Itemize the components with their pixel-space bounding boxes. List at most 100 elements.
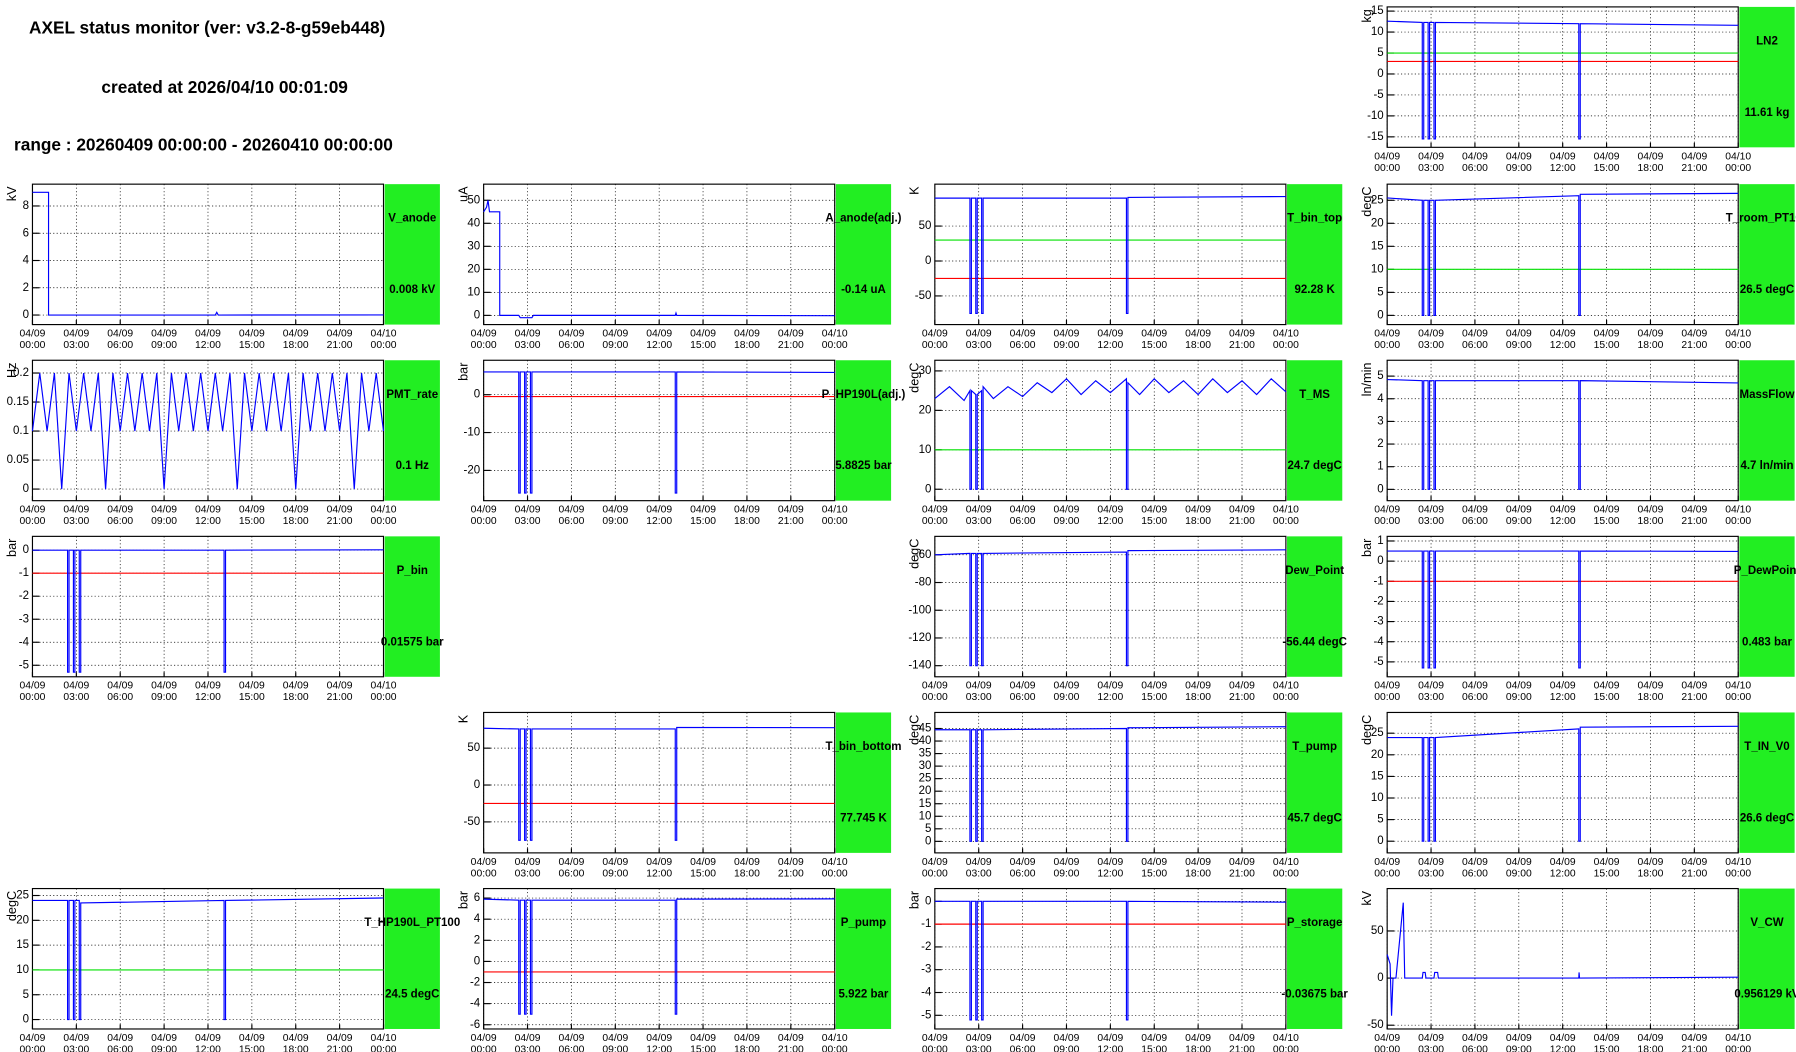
status-name: MassFlow (1740, 389, 1795, 401)
x-tick-label: 04/09 (1681, 1033, 1707, 1044)
x-tick-label: 09:00 (1506, 516, 1532, 527)
x-tick-label: 04/09 (966, 329, 992, 340)
y-tick-label: -5 (1373, 89, 1383, 101)
x-tick-label: 04/09 (283, 505, 309, 516)
x-tick-label: 03:00 (966, 1044, 992, 1052)
data-line (32, 897, 384, 1021)
status-readout: 0.483 bar (1742, 636, 1792, 648)
x-tick-label: 00:00 (922, 1044, 948, 1052)
y-tick-label: 15 (16, 939, 29, 951)
x-tick-label: 06:00 (558, 516, 584, 527)
x-tick-label: 04/09 (515, 329, 541, 340)
x-tick-label: 12:00 (1550, 340, 1576, 351)
x-tick-label: 06:00 (107, 516, 133, 527)
y-axis-label: kg (1360, 9, 1374, 22)
y-tick-label: 0 (1377, 309, 1383, 321)
x-tick-label: 00:00 (822, 1044, 848, 1052)
x-tick-label: 18:00 (734, 340, 760, 351)
panel: 04/0900:0004/0903:0004/0906:0004/0909:00… (456, 711, 901, 879)
panel: 04/0900:0004/0903:0004/0906:0004/0909:00… (908, 711, 1343, 879)
x-tick-label: 04/09 (515, 505, 541, 516)
x-tick-label: 00:00 (1273, 692, 1299, 703)
x-tick-label: 15:00 (239, 340, 265, 351)
x-tick-label: 00:00 (20, 516, 46, 527)
x-tick-label: 04/09 (922, 681, 948, 692)
y-tick-label: 15 (919, 798, 932, 810)
x-tick-label: 12:00 (1550, 868, 1576, 879)
x-tick-label: 04/09 (1229, 857, 1255, 868)
x-tick-label: 04/09 (1594, 681, 1620, 692)
x-tick-label: 21:00 (327, 692, 353, 703)
x-tick-label: 04/10 (1725, 329, 1751, 340)
y-tick-label: 10 (919, 444, 932, 456)
x-tick-label: 04/09 (1054, 1033, 1080, 1044)
x-tick-label: 04/09 (558, 329, 584, 340)
x-tick-label: 04/09 (922, 329, 948, 340)
x-tick-label: 04/09 (1374, 681, 1400, 692)
panel: 04/0900:0004/0903:0004/0906:0004/0909:00… (1360, 711, 1795, 879)
y-tick-label: 0 (23, 309, 29, 321)
status-name: P_bin (397, 565, 428, 577)
x-tick-label: 09:00 (1506, 692, 1532, 703)
x-tick-label: 12:00 (195, 516, 221, 527)
y-tick-label: -5 (1373, 656, 1383, 668)
x-tick-label: 04/09 (646, 505, 672, 516)
status-box (1739, 712, 1795, 853)
x-tick-label: 00:00 (1374, 868, 1400, 879)
status-name: P_pump (841, 917, 886, 929)
status-readout: 0.01575 bar (381, 636, 444, 648)
x-tick-label: 04/09 (283, 329, 309, 340)
y-tick-label: 0 (474, 309, 480, 321)
x-tick-label: 04/09 (20, 329, 46, 340)
x-tick-label: 04/10 (822, 1033, 848, 1044)
x-tick-label: 15:00 (690, 868, 716, 879)
data-line (934, 900, 1286, 1021)
x-tick-label: 00:00 (1725, 163, 1751, 174)
x-tick-label: 04/09 (602, 857, 628, 868)
x-tick-label: 21:00 (1681, 340, 1707, 351)
y-tick-label: 10 (1371, 792, 1384, 804)
y-axis-label: degC (1360, 715, 1374, 745)
y-tick-label: -15 (1367, 131, 1384, 143)
x-tick-label: 04/09 (239, 505, 265, 516)
x-tick-label: 00:00 (20, 340, 46, 351)
x-tick-label: 03:00 (515, 868, 541, 879)
y-axis-label: degC (5, 891, 19, 921)
x-tick-label: 12:00 (195, 1044, 221, 1052)
x-tick-label: 09:00 (602, 340, 628, 351)
x-tick-label: 04/09 (1418, 505, 1444, 516)
y-tick-label: 40 (919, 735, 932, 747)
x-tick-label: 15:00 (1141, 1044, 1167, 1052)
x-tick-label: 21:00 (778, 868, 804, 879)
x-tick-label: 04/09 (1054, 681, 1080, 692)
status-name: P_HP190L(adj.) (822, 389, 906, 401)
status-name: A_anode(adj.) (825, 213, 901, 225)
x-tick-label: 18:00 (734, 516, 760, 527)
x-tick-label: 12:00 (1097, 516, 1123, 527)
x-tick-label: 03:00 (1418, 516, 1444, 527)
x-tick-label: 21:00 (1681, 692, 1707, 703)
x-tick-label: 06:00 (107, 340, 133, 351)
x-tick-label: 00:00 (1725, 1044, 1751, 1052)
y-tick-label: -140 (908, 660, 931, 672)
x-tick-label: 04/09 (107, 329, 133, 340)
x-tick-label: 04/09 (1229, 681, 1255, 692)
data-line (483, 200, 835, 319)
x-tick-label: 04/10 (371, 681, 397, 692)
x-tick-label: 00:00 (822, 340, 848, 351)
status-readout: 92.28 K (1295, 284, 1336, 296)
x-tick-label: 06:00 (1010, 692, 1036, 703)
y-axis-label: kV (1360, 890, 1374, 905)
x-tick-label: 04/09 (471, 505, 497, 516)
x-tick-label: 04/09 (239, 681, 265, 692)
x-tick-label: 04/09 (1638, 1033, 1664, 1044)
status-box (1739, 360, 1795, 501)
x-tick-label: 04/09 (1097, 1033, 1123, 1044)
x-tick-label: 04/09 (1418, 681, 1444, 692)
status-name: Dew_Point (1285, 565, 1344, 577)
y-tick-label: 30 (919, 760, 932, 772)
x-tick-label: 03:00 (63, 340, 89, 351)
x-tick-label: 03:00 (1418, 692, 1444, 703)
x-tick-label: 04/09 (327, 505, 353, 516)
